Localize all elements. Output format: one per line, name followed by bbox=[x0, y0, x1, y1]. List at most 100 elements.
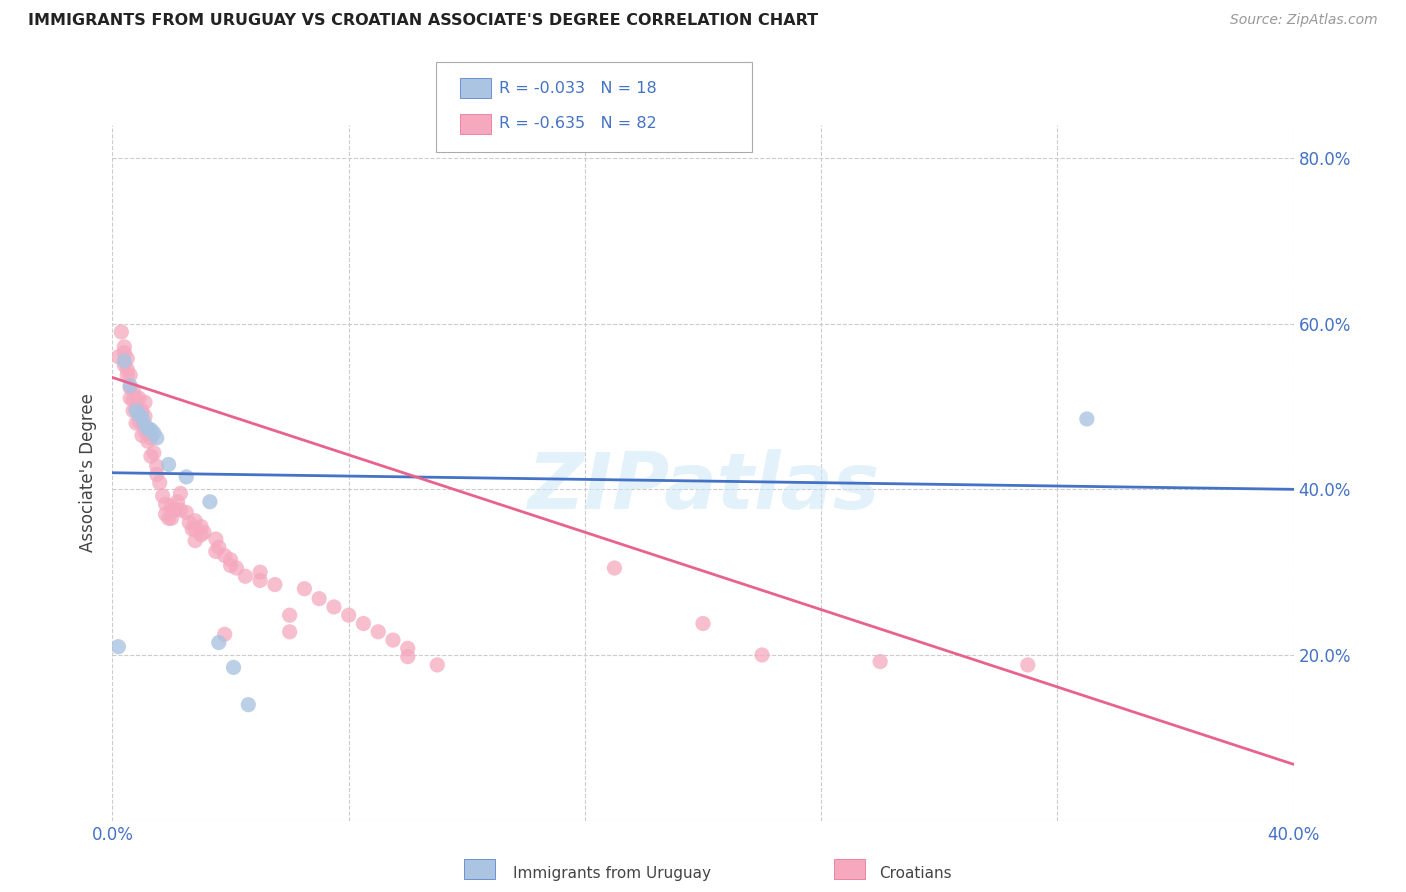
Point bbox=[179, 516, 201, 530]
Point bbox=[136, 422, 159, 436]
Point bbox=[198, 494, 221, 508]
Point bbox=[225, 561, 247, 575]
Point bbox=[208, 635, 231, 649]
Point bbox=[149, 475, 172, 490]
Point bbox=[117, 362, 138, 376]
Point bbox=[160, 511, 183, 525]
Point bbox=[139, 449, 162, 463]
Point bbox=[214, 549, 236, 563]
Point bbox=[125, 403, 148, 417]
Point bbox=[131, 428, 153, 442]
Point bbox=[136, 423, 159, 437]
Point bbox=[122, 383, 145, 397]
Point bbox=[142, 425, 165, 440]
Point bbox=[174, 470, 197, 484]
Text: Croatians: Croatians bbox=[879, 866, 952, 880]
Point bbox=[193, 525, 215, 540]
Text: Immigrants from Uruguay: Immigrants from Uruguay bbox=[513, 866, 711, 880]
Point bbox=[174, 506, 197, 520]
Point bbox=[603, 561, 626, 575]
Point bbox=[139, 431, 162, 445]
Point bbox=[396, 641, 419, 656]
Point bbox=[112, 354, 135, 368]
Point bbox=[869, 655, 891, 669]
Point bbox=[205, 544, 228, 558]
Point bbox=[136, 434, 159, 449]
Point bbox=[122, 392, 145, 407]
Point bbox=[219, 558, 242, 573]
Point bbox=[142, 446, 165, 460]
Point bbox=[122, 403, 145, 417]
Point bbox=[120, 378, 142, 392]
Point bbox=[184, 533, 207, 548]
Point bbox=[125, 416, 148, 430]
Point bbox=[238, 698, 260, 712]
Point bbox=[692, 616, 714, 631]
Text: ZIPatlas: ZIPatlas bbox=[527, 449, 879, 524]
Point bbox=[125, 401, 148, 416]
Point bbox=[110, 325, 132, 339]
Point bbox=[190, 528, 212, 542]
Point bbox=[128, 408, 150, 422]
Point bbox=[1017, 657, 1039, 672]
Point bbox=[264, 577, 287, 591]
Point bbox=[352, 616, 374, 631]
Point bbox=[134, 395, 156, 409]
Point bbox=[117, 368, 138, 382]
Point bbox=[382, 633, 405, 648]
Point bbox=[181, 522, 204, 536]
Text: R = -0.033   N = 18: R = -0.033 N = 18 bbox=[499, 81, 657, 95]
Point bbox=[146, 467, 169, 482]
Point bbox=[146, 431, 169, 445]
Point bbox=[190, 519, 212, 533]
Point bbox=[155, 507, 177, 521]
Point bbox=[751, 648, 773, 662]
Point bbox=[292, 582, 315, 596]
Point bbox=[163, 503, 186, 517]
Point bbox=[107, 350, 129, 364]
Point bbox=[134, 425, 156, 439]
Point bbox=[152, 489, 174, 503]
Point bbox=[205, 532, 228, 546]
Point bbox=[214, 627, 236, 641]
Point bbox=[131, 410, 153, 425]
Point bbox=[120, 380, 142, 394]
Point bbox=[112, 340, 135, 354]
Point bbox=[396, 649, 419, 664]
Point bbox=[157, 458, 180, 472]
Point bbox=[184, 514, 207, 528]
Point bbox=[128, 403, 150, 417]
Point bbox=[112, 358, 135, 372]
Point bbox=[120, 368, 142, 382]
Y-axis label: Associate's Degree: Associate's Degree bbox=[79, 393, 97, 552]
Point bbox=[337, 608, 360, 623]
Point bbox=[166, 494, 188, 508]
Point bbox=[184, 522, 207, 536]
Point bbox=[426, 657, 449, 672]
Point bbox=[278, 608, 301, 623]
Point bbox=[131, 403, 153, 417]
Point bbox=[367, 624, 389, 639]
Point bbox=[157, 511, 180, 525]
Point bbox=[128, 391, 150, 405]
Point bbox=[208, 541, 231, 555]
Point bbox=[1076, 412, 1098, 426]
Text: IMMIGRANTS FROM URUGUAY VS CROATIAN ASSOCIATE'S DEGREE CORRELATION CHART: IMMIGRANTS FROM URUGUAY VS CROATIAN ASSO… bbox=[28, 13, 818, 29]
Point bbox=[249, 565, 271, 579]
Point bbox=[278, 624, 301, 639]
Point bbox=[219, 552, 242, 567]
Point bbox=[155, 497, 177, 511]
Point bbox=[169, 503, 191, 517]
Text: R = -0.635   N = 82: R = -0.635 N = 82 bbox=[499, 117, 657, 131]
Point bbox=[222, 660, 245, 674]
Point bbox=[139, 423, 162, 437]
Point bbox=[131, 416, 153, 430]
Point bbox=[146, 459, 169, 474]
Point bbox=[233, 569, 256, 583]
Point bbox=[308, 591, 330, 606]
Point bbox=[107, 640, 129, 654]
Point bbox=[323, 599, 346, 614]
Point bbox=[125, 391, 148, 405]
Point bbox=[117, 351, 138, 366]
Point bbox=[134, 417, 156, 432]
